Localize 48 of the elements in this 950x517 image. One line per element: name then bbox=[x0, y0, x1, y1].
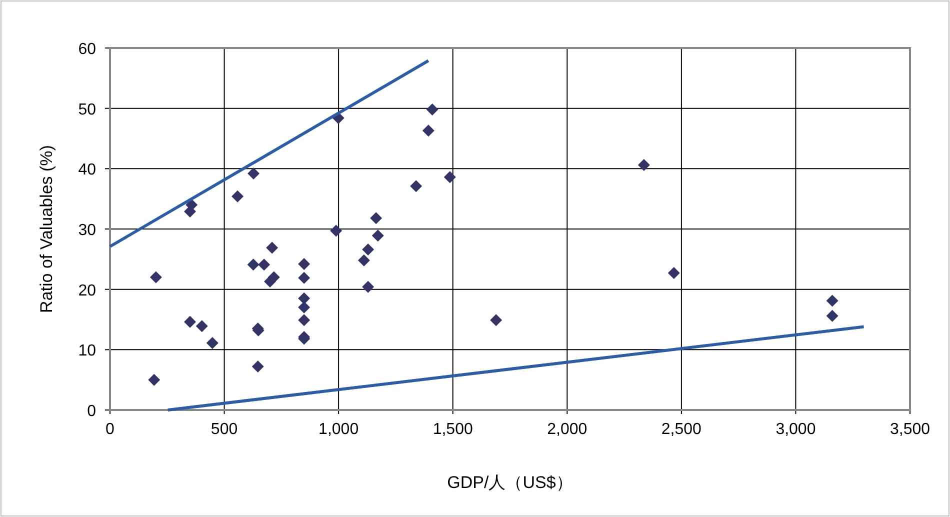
x-tick-label: 0 bbox=[106, 421, 115, 438]
x-tick-label: 1,000 bbox=[318, 421, 359, 438]
point bbox=[298, 272, 310, 284]
y-tick-label: 50 bbox=[78, 101, 96, 118]
point bbox=[298, 258, 310, 270]
x-tick-label: 3,000 bbox=[776, 421, 816, 438]
y-tick-label: 20 bbox=[78, 282, 96, 300]
point bbox=[370, 212, 382, 224]
point bbox=[298, 292, 310, 304]
x-tick-label: 2,000 bbox=[547, 421, 588, 438]
x-tick-label: 500 bbox=[210, 421, 238, 438]
y-tick-label: 40 bbox=[78, 162, 96, 179]
point bbox=[362, 280, 374, 293]
point bbox=[444, 171, 456, 184]
point bbox=[426, 104, 438, 116]
point bbox=[196, 320, 208, 332]
point bbox=[826, 310, 838, 322]
point bbox=[490, 314, 502, 326]
point bbox=[372, 230, 384, 242]
point bbox=[266, 242, 278, 254]
point bbox=[826, 294, 838, 307]
x-tick-label: 1,500 bbox=[432, 421, 473, 438]
point bbox=[638, 159, 650, 172]
point bbox=[362, 244, 374, 256]
point bbox=[206, 337, 218, 350]
y-axis-title: Ratio of Valuables (%) bbox=[37, 145, 56, 313]
y-tick-label: 30 bbox=[78, 222, 96, 239]
point bbox=[330, 224, 342, 237]
point bbox=[668, 267, 680, 280]
point bbox=[422, 124, 434, 137]
point bbox=[150, 271, 162, 284]
point bbox=[232, 190, 244, 202]
point bbox=[358, 254, 370, 266]
point bbox=[148, 374, 160, 386]
y-tick-label: 60 bbox=[78, 41, 96, 58]
point bbox=[248, 167, 260, 180]
x-axis-title: GDP/人（US$） bbox=[447, 473, 573, 492]
point bbox=[298, 314, 310, 326]
point bbox=[258, 258, 270, 271]
y-tick-label: 10 bbox=[78, 342, 96, 360]
point bbox=[252, 360, 264, 373]
point bbox=[410, 180, 422, 192]
y-tick-label: 0 bbox=[87, 403, 96, 420]
point bbox=[298, 301, 310, 314]
point bbox=[184, 316, 196, 328]
point bbox=[247, 258, 260, 271]
x-tick-label: 3,500 bbox=[890, 421, 930, 438]
x-tick-label: 2,500 bbox=[661, 421, 702, 438]
